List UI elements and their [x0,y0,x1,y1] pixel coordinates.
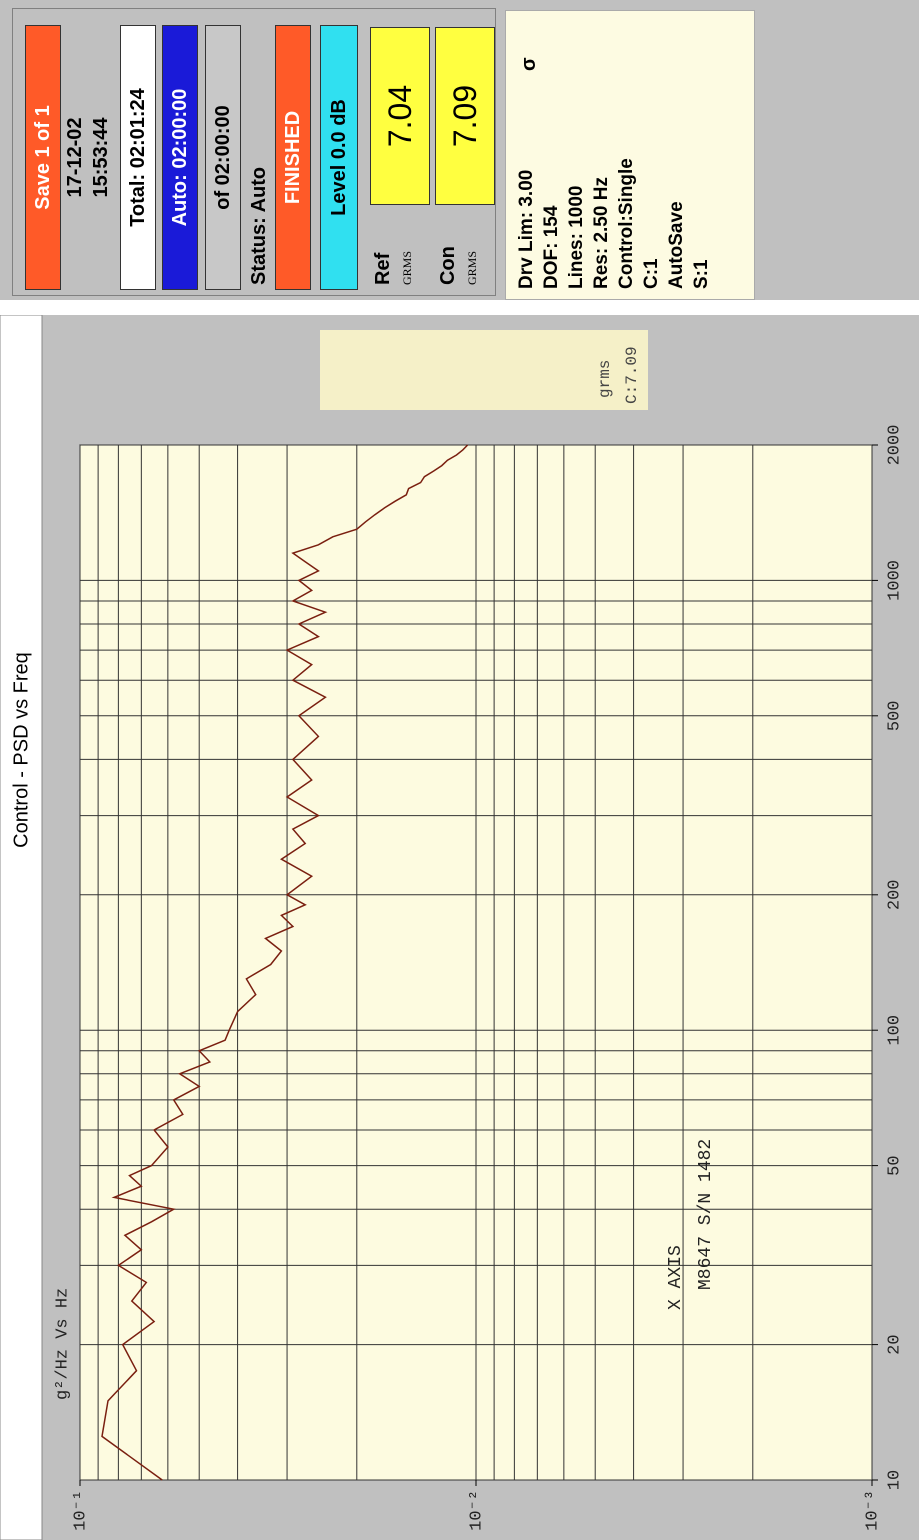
date: 17-12-02 [64,117,86,198]
auto-time: Auto: 02:00:00 [162,25,198,290]
save-button[interactable]: Save 1 of 1 [25,25,61,290]
con-unit: GRMS [465,250,479,285]
info-line: Control:Single [616,158,637,289]
chart: Control - PSD vs Freq 10 20 50 100 200 500 100… [0,315,904,1540]
x-tick-label: 500 [885,701,904,732]
rms-value: C:7.09 [623,346,641,404]
info-line: Lines: 1000 [566,185,587,290]
y-tick-label: 10⁻¹ [71,1490,90,1531]
y-tick-label: 10⁻² [467,1490,486,1531]
x-tick-label: 20 [885,1334,904,1354]
y-tick-label: 10⁻³ [863,1490,882,1531]
level: Level 0.0 dB [320,25,358,290]
info-line: Res: 2.50 Hz [591,177,612,289]
x-tick-label: 10 [885,1470,904,1490]
total-time: Total: 02:01:24 [120,25,156,290]
y-axis-label: g²/Hz Vs Hz [53,1288,72,1400]
separator [0,300,919,315]
state: FINISHED [275,25,311,290]
info-line: AutoSave [666,201,687,289]
title-bar [0,315,43,1540]
status-panel: Save 1 of 1 17-12-02 15:53:44 Total: 02:… [0,0,919,300]
rms-unit: grms [596,360,614,398]
info-line: DOF: 154 [541,205,562,289]
info-line: S:1 [691,259,712,289]
time: 15:53:44 [90,117,112,198]
con-value: 7.09 [435,27,495,205]
psd-line [101,444,469,1481]
con-label: Con [437,246,459,285]
info-line: C:1 [641,258,662,289]
of-time: of 02:00:00 [205,25,241,290]
ref-label: Ref [372,252,394,285]
ref-value: 7.04 [370,27,430,205]
x-tick-label: 1000 [885,560,904,601]
ref-unit: GRMS [400,250,414,285]
annotation: M8647 S/N 1482 [696,1139,716,1290]
x-tick-label: 100 [885,1015,904,1046]
info-box: σ Drv Lim: 3.00 DOF: 154 Lines: 1000 Res: 2… [505,10,755,300]
annotation: X AXIS [666,1245,686,1310]
chart-title: Control - PSD vs Freq [10,652,32,848]
x-tick-label: 50 [885,1155,904,1175]
rms-box [320,330,648,410]
x-tick-label: 2000 [885,425,904,466]
sigma: σ [518,57,540,71]
x-tick-label: 200 [885,879,904,910]
status: Status: Auto [248,166,270,285]
